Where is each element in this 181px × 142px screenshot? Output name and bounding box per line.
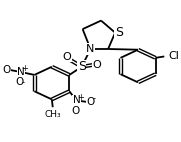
Text: S: S — [78, 60, 86, 73]
Text: O: O — [62, 52, 71, 62]
Text: CH₃: CH₃ — [44, 110, 61, 119]
Text: +: + — [22, 64, 28, 73]
Text: O: O — [86, 97, 94, 107]
Text: O: O — [3, 65, 11, 75]
Text: O: O — [15, 77, 24, 87]
Text: O: O — [93, 60, 101, 70]
Text: N: N — [86, 44, 95, 54]
Text: -: - — [21, 79, 24, 87]
Text: Cl: Cl — [169, 51, 180, 61]
Text: N: N — [17, 67, 25, 77]
Text: -: - — [92, 95, 95, 104]
Text: N: N — [73, 95, 80, 106]
Text: +: + — [77, 93, 84, 102]
Text: O: O — [71, 106, 80, 116]
Text: S: S — [115, 26, 123, 39]
